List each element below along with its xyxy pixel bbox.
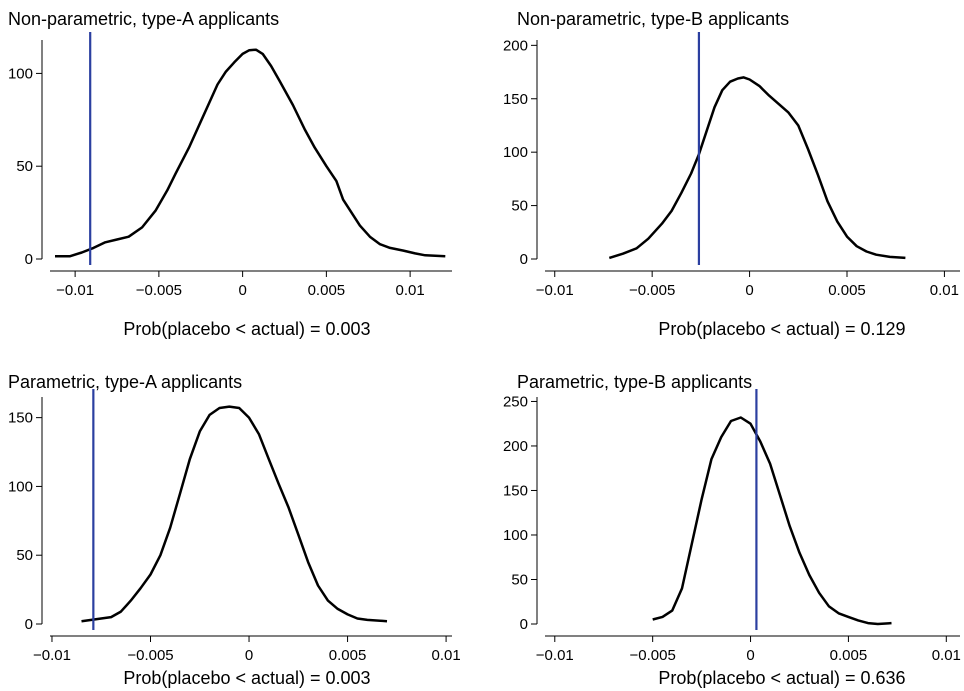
x-tick-label: 0.005 [308, 282, 346, 299]
y-tick-label: 0 [25, 251, 33, 268]
y-tick-label: 150 [503, 91, 528, 108]
y-tick-label: 0 [520, 616, 528, 633]
x-tick-label: −0.005 [136, 282, 182, 299]
y-tick-label: 50 [16, 158, 33, 175]
chart-panel-2: Non-parametric, type-B applicants 0 50 100 1… [503, 9, 960, 339]
y-tick-label: 50 [511, 198, 528, 215]
y-tick-label: 100 [8, 478, 33, 495]
chart-panel-3: Parametric, type-A applicants 0 50 100 150 −0… [8, 372, 461, 688]
chart-panel-4: Parametric, type-B applicants 0 50 100 150 20… [503, 372, 961, 688]
density-curve [55, 48, 446, 258]
y-tick-label: 200 [503, 37, 528, 54]
y-tick-label: 150 [8, 410, 33, 427]
x-tick-label: 0.01 [431, 647, 460, 664]
x-tick-label: 0.01 [930, 282, 959, 299]
x-tick-label: −0.01 [56, 282, 94, 299]
x-tick-label: 0.01 [932, 647, 961, 664]
x-tick-label: 0 [245, 647, 253, 664]
probability-caption: Prob(placebo < actual) = 0.003 [123, 319, 370, 339]
probability-caption: Prob(placebo < actual) = 0.003 [123, 668, 370, 688]
x-tick-label: 0.005 [329, 647, 367, 664]
chart-title: Non-parametric, type-B applicants [517, 9, 789, 29]
density-curve [81, 405, 388, 623]
chart-title: Parametric, type-B applicants [517, 372, 752, 392]
x-tick-label: 0 [746, 647, 754, 664]
x-tick-label: −0.005 [630, 647, 676, 664]
density-curve [608, 76, 906, 260]
x-tick-label: 0 [745, 282, 753, 299]
density-curve [652, 416, 892, 626]
y-tick-label: 100 [503, 527, 528, 544]
y-tick-label: 0 [520, 251, 528, 268]
probability-caption: Prob(placebo < actual) = 0.129 [658, 319, 905, 339]
x-tick-label: 0.005 [828, 282, 866, 299]
x-tick-label: −0.01 [536, 282, 574, 299]
probability-caption: Prob(placebo < actual) = 0.636 [658, 668, 905, 688]
x-tick-label: −0.005 [629, 282, 675, 299]
y-tick-label: 50 [511, 571, 528, 588]
y-tick-label: 100 [503, 144, 528, 161]
x-tick-label: −0.01 [536, 647, 574, 664]
y-tick-label: 50 [16, 547, 33, 564]
chart-title: Parametric, type-A applicants [8, 372, 242, 392]
y-tick-label: 150 [503, 482, 528, 499]
x-tick-label: 0 [238, 282, 246, 299]
x-tick-label: 0.01 [396, 282, 425, 299]
y-tick-label: 250 [503, 393, 528, 410]
y-tick-label: 200 [503, 438, 528, 455]
chart-title: Non-parametric, type-A applicants [8, 9, 279, 29]
y-tick-label: 0 [25, 616, 33, 633]
x-tick-label: 0.005 [830, 647, 868, 664]
chart-panel-1: Non-parametric, type-A applicants 0 50 100 −… [8, 9, 452, 339]
x-tick-label: −0.005 [127, 647, 173, 664]
x-tick-label: −0.01 [33, 647, 71, 664]
y-tick-label: 100 [8, 65, 33, 82]
